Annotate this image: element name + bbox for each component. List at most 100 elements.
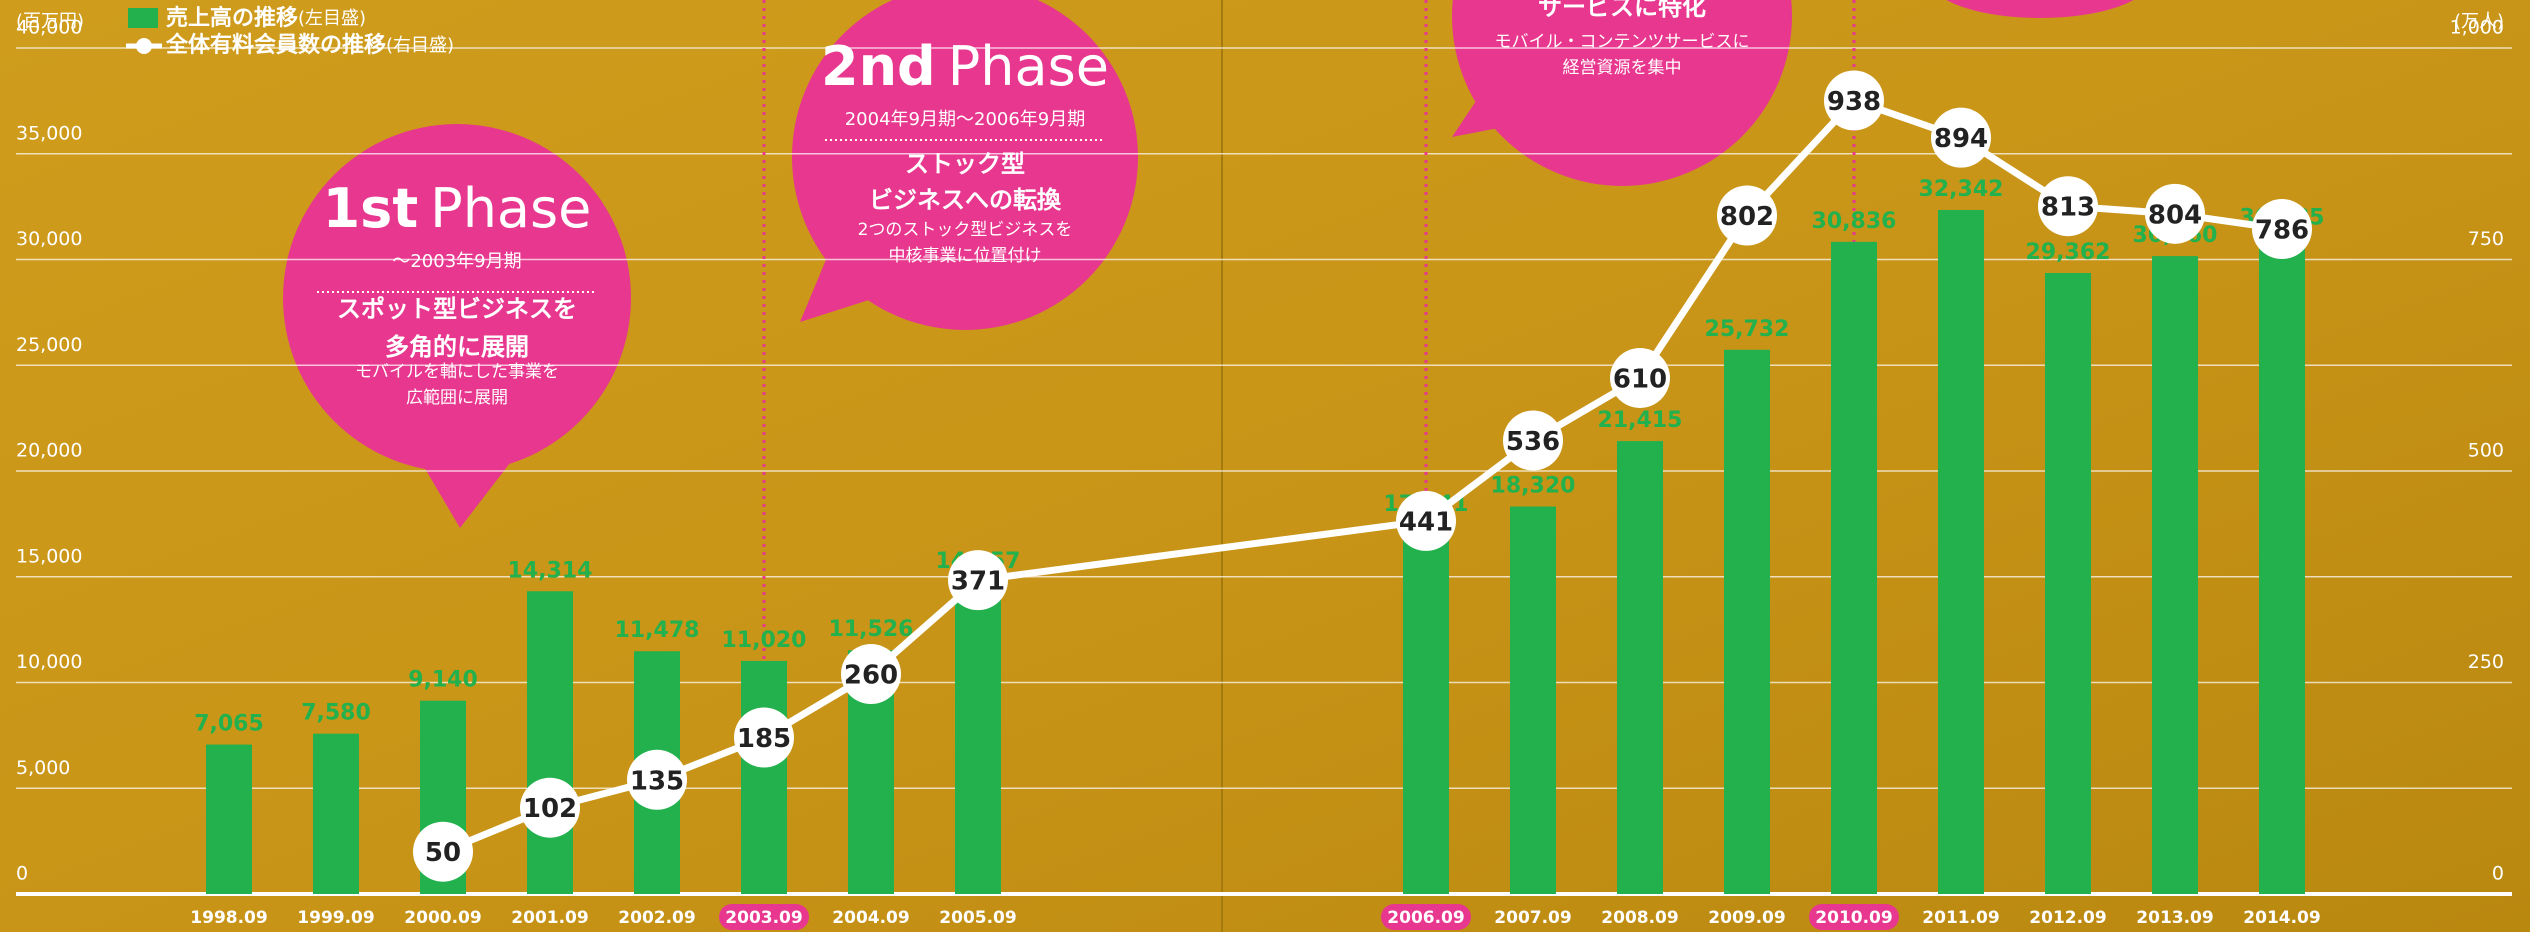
y-tick-label: 15,000 [16, 545, 82, 567]
x-tick-label: 1998.09 [190, 908, 267, 928]
bar-value-label: 25,732 [1705, 317, 1790, 342]
bar [1831, 242, 1877, 894]
chart: 0 5,000 10,000 15,000 20,000 25,000 30,000 35,0… [0, 0, 2530, 932]
y-tick-label: 20,000 [16, 440, 82, 462]
point-label: 260 [844, 661, 898, 691]
bar-value-label: 29,362 [2026, 240, 2111, 265]
bar-value-label: 11,478 [615, 618, 700, 643]
y-axis-unit: (百万円) [16, 11, 84, 32]
callout-heading: 多角的に展開 [385, 333, 529, 361]
legend-label: 売上高の推移(左目盛) [166, 5, 366, 31]
bar-value-label: 18,320 [1491, 474, 1576, 499]
bar-value-label: 11,020 [722, 628, 807, 653]
legend-marker [136, 38, 152, 54]
y-tick-label: 10,000 [16, 651, 82, 673]
x-tick-label: 2000.09 [404, 908, 481, 928]
point-label: 804 [2148, 200, 2202, 230]
callout-heading: ストック型 [905, 150, 1025, 178]
x-tick-label: 2005.09 [939, 908, 1016, 928]
legend-text: 全体有料会員数の推移 [165, 32, 386, 58]
x-tick-label: 2006.09 [1387, 908, 1464, 928]
y2-tick-label: 500 [2468, 440, 2504, 462]
callout-title-bold: 1st [323, 177, 419, 240]
point-label: 50 [425, 838, 461, 868]
x-tick-label: 2004.09 [832, 908, 909, 928]
y2-tick-label: 0 [2492, 863, 2504, 885]
callout-period: 2004年9月期～2006年9月期 [845, 109, 1086, 130]
y-tick-label: 25,000 [16, 334, 82, 356]
bar [527, 591, 573, 894]
bar [206, 745, 252, 894]
legend-note: (左目盛) [298, 8, 366, 29]
bar-value-label: 11,526 [829, 617, 914, 642]
legend-note: (右目盛) [386, 35, 454, 56]
callout-text: 広範囲に展開 [406, 388, 508, 408]
callout-heading: サービスに特化 [1538, 0, 1706, 21]
bar-value-label: 32,342 [1919, 177, 2004, 202]
callout-period: ～2003年9月期 [392, 251, 521, 272]
callout-text: モバイルを軸にした事業を [355, 362, 559, 382]
callout-heading: スポット型ビジネスを [337, 295, 577, 323]
x-tick-label: 2003.09 [725, 908, 802, 928]
bar [1403, 525, 1449, 894]
callout-title-rest: Phase [430, 177, 591, 240]
bar [1617, 441, 1663, 894]
point-label: 813 [2041, 193, 2095, 223]
bar [741, 661, 787, 894]
x-tick-label: 2014.09 [2243, 908, 2320, 928]
bar [1724, 350, 1770, 894]
point-label: 894 [1934, 124, 1988, 154]
x-tick-label: 2011.09 [1922, 908, 1999, 928]
legend-label: 全体有料会員数の推移(右目盛) [165, 32, 454, 58]
y2-tick-label: 750 [2468, 228, 2504, 250]
legend-text: 売上高の推移 [166, 5, 298, 31]
y2-tick-label: 250 [2468, 651, 2504, 673]
bar [2045, 273, 2091, 894]
callout-text: モバイル・コンテンツサービスに [1495, 32, 1750, 52]
point-label: 102 [523, 794, 577, 824]
x-tick-label: 2002.09 [618, 908, 695, 928]
bar [2152, 256, 2198, 894]
point-label: 441 [1399, 507, 1453, 537]
callout-heading: ビジネスへの転換 [869, 186, 1062, 214]
bar [1938, 210, 1984, 894]
callout-text: 経営資源を集中 [1563, 58, 1682, 78]
point-label: 135 [630, 766, 684, 796]
callout-title-rest: Phase [948, 35, 1109, 98]
y-tick-label: 35,000 [16, 122, 82, 144]
point-label: 802 [1720, 202, 1774, 232]
page: 0 5,000 10,000 15,000 20,000 25,000 30,000 35,0… [0, 0, 2530, 932]
x-tick-label: 2007.09 [1494, 908, 1571, 928]
bar [955, 582, 1001, 894]
point-label: 610 [1613, 364, 1667, 394]
x-tick-label: 2009.09 [1708, 908, 1785, 928]
bar-value-label: 30,836 [1812, 209, 1897, 234]
point-label: 371 [951, 567, 1005, 597]
y-tick-label: 0 [16, 863, 28, 885]
bar-value-label: 14,314 [508, 558, 593, 583]
x-tick-label: 2001.09 [511, 908, 588, 928]
bar-value-label: 7,065 [194, 712, 264, 737]
bar-value-label: 7,580 [301, 701, 371, 726]
callout-title-bold: 2nd [821, 35, 936, 98]
x-tick-label: 2010.09 [1815, 908, 1892, 928]
x-tick-label: 1999.09 [297, 908, 374, 928]
y-tick-label: 30,000 [16, 228, 82, 250]
point-label: 536 [1506, 427, 1560, 457]
legend-swatch [128, 8, 158, 28]
y2-axis-unit: (万人) [2454, 11, 2504, 32]
bar [2259, 239, 2305, 894]
bar [1510, 507, 1556, 894]
bar-value-label: 21,415 [1598, 408, 1683, 433]
bar [313, 734, 359, 894]
y-tick-label: 5,000 [16, 757, 70, 779]
bar-value-label: 9,140 [408, 668, 478, 693]
x-tick-label: 2012.09 [2029, 908, 2106, 928]
background [0, 0, 2530, 932]
point-label: 185 [737, 724, 791, 754]
callout-text: 中核事業に位置付け [889, 246, 1042, 266]
callout-text: 2つのストック型ビジネスを [858, 220, 1073, 240]
x-tick-label: 2013.09 [2136, 908, 2213, 928]
